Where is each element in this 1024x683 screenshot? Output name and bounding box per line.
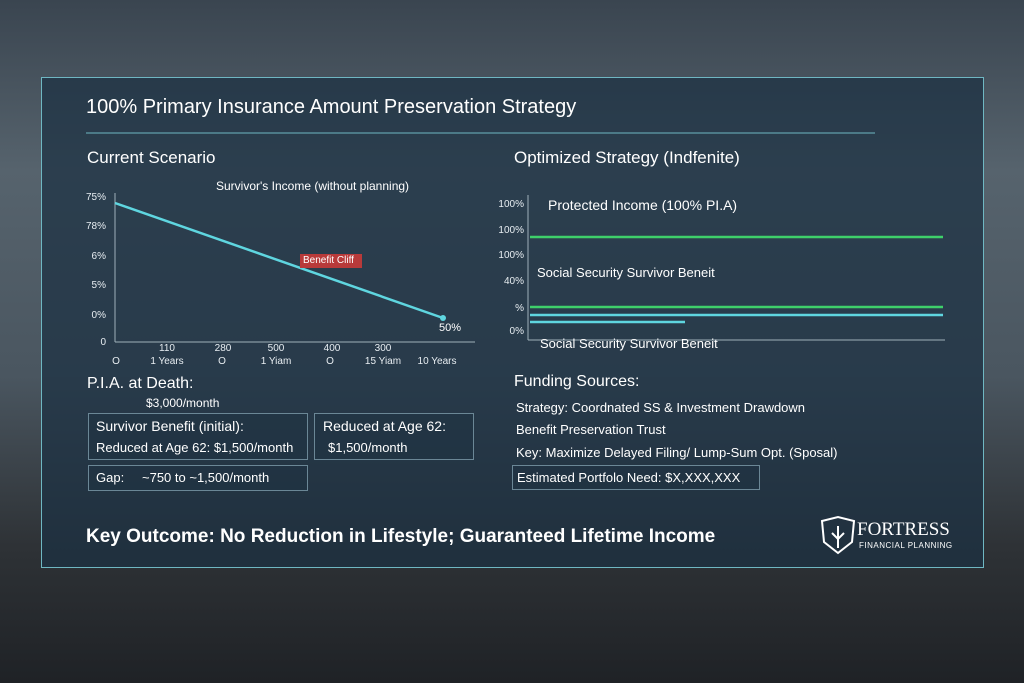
pia-value: $3,000/month: [146, 396, 220, 410]
box-title: Reduced at Age 62:: [323, 418, 446, 434]
pia-label: P.I.A. at Death:: [87, 375, 194, 392]
funding-item: Strategy: Coordnated SS & Investment Dra…: [516, 400, 806, 415]
footer: Key Outcome: No Reduction in Lifestyle; …: [86, 526, 716, 547]
end-label: 50%: [439, 322, 462, 334]
estimate-box: Estimated Portfolo Need: $X,XXX,XXX: [512, 465, 760, 490]
tick-label: 1 Yiam: [261, 356, 292, 367]
gap-value: ~750 to ~1,500/month: [142, 470, 270, 485]
tick-label: %: [515, 303, 524, 314]
logo-name: FORTRESS: [857, 519, 950, 540]
tick-label: O: [326, 356, 334, 367]
tick-label: 110: [159, 343, 175, 354]
tick-label: 75%: [86, 192, 106, 203]
tick-label: 15 Yiam: [365, 356, 401, 367]
tick-label: 500: [268, 343, 285, 354]
annotation: Benefit Cliff: [303, 255, 354, 266]
funding-item: Benefit Preservation Trust: [516, 422, 666, 437]
heading: Current Scenario: [87, 148, 216, 167]
tick-label: 300: [375, 343, 392, 354]
funding-item: Key: Maximize Delayed Filing/ Lump-Sum O…: [516, 445, 838, 460]
series-label: Protected Income (100% PI.A): [548, 197, 738, 213]
tick-label: 0: [100, 337, 106, 348]
tick-label: 100%: [498, 250, 524, 261]
income-line: [114, 201, 444, 320]
tick-label: 100%: [498, 225, 524, 236]
tick-label: 1 Years: [150, 356, 183, 367]
reduced-box: Reduced at Age 62: $1,500/month: [314, 413, 474, 460]
heading: Optimized Strategy (Indfenite): [514, 148, 740, 167]
tick-label: 40%: [504, 276, 524, 287]
title: 100% Primary Insurance Amount Preservati…: [86, 96, 577, 118]
chart-title: Survivor's Income (without planning): [216, 179, 410, 193]
tick-label: 400: [324, 343, 341, 354]
box-line: $1,500/month: [328, 440, 408, 455]
gap-box: Gap: ~750 to ~1,500/month: [88, 465, 308, 491]
survivor-box: Survivor Benefit (initial): Reduced at A…: [88, 413, 308, 460]
tick-label: 280: [215, 343, 232, 354]
tick-label: O: [218, 356, 226, 367]
box-title: Survivor Benefit (initial):: [96, 418, 244, 434]
gap-label: Gap:: [96, 470, 125, 485]
tick-label: 10 Years: [418, 356, 457, 367]
tick-label: 0%: [510, 326, 525, 337]
logo-tagline: FINANCIAL PLANNING: [859, 541, 953, 550]
tick-label: 6%: [92, 251, 107, 262]
tick-label: 78%: [86, 221, 106, 232]
estimate: Estimated Portfolo Need: $X,XXX,XXX: [517, 470, 741, 485]
series-label: Social Security Survivor Beneit: [540, 336, 718, 351]
series-label: Social Security Survivor Beneit: [537, 265, 715, 280]
tick-label: 5%: [92, 280, 107, 291]
end-dot: [440, 315, 446, 321]
annotation-bg: [300, 254, 362, 268]
tick-label: 0%: [92, 310, 107, 321]
tick-label: O: [112, 356, 120, 367]
heading: Funding Sources:: [514, 373, 640, 390]
box-line: Reduced at Age 62: $1,500/month: [96, 440, 294, 455]
tick-label: 100%: [498, 199, 524, 210]
